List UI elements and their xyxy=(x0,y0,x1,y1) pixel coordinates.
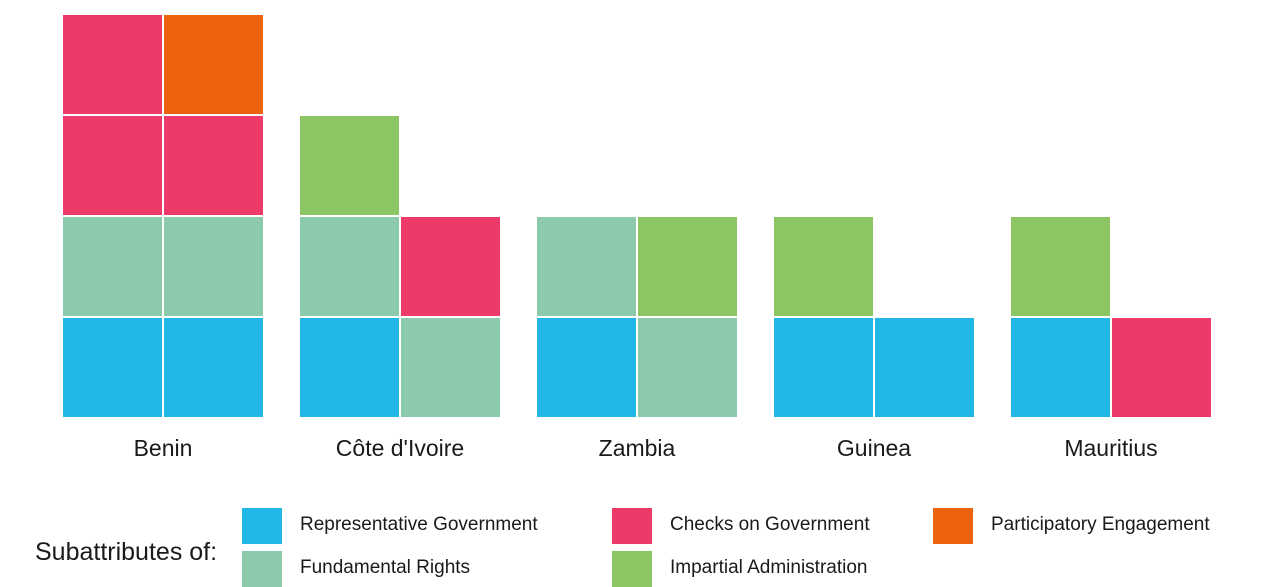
waffle-tile xyxy=(535,215,638,318)
waffle-tile xyxy=(162,13,265,116)
waffle-tile xyxy=(162,114,265,217)
legend-label: Fundamental Rights xyxy=(300,557,471,578)
category-group: Guinea xyxy=(772,215,976,461)
legend-swatch xyxy=(242,551,282,587)
legend: Subattributes of: Representative Governm… xyxy=(0,470,1266,587)
category-label: Zambia xyxy=(599,435,676,461)
legend-label: Participatory Engagement xyxy=(991,514,1210,535)
waffle-tile xyxy=(61,114,164,217)
category-group: Zambia xyxy=(535,215,739,461)
waffle-tile xyxy=(873,316,976,419)
waffle-tile xyxy=(61,215,164,318)
waffle-tile xyxy=(636,215,739,318)
waffle-tile xyxy=(1009,215,1112,318)
category-group: Mauritius xyxy=(1009,215,1213,461)
legend-swatch xyxy=(242,508,282,544)
waffle-tile xyxy=(772,215,875,318)
waffle-tile xyxy=(535,316,638,419)
legend-title: Subattributes of: xyxy=(35,538,218,566)
waffle-tile xyxy=(1009,316,1112,419)
legend-label: Representative Government xyxy=(300,514,538,535)
category-group: Côte d'Ivoire xyxy=(298,114,502,461)
legend-swatch xyxy=(933,508,973,544)
legend-label: Impartial Administration xyxy=(670,557,868,578)
legend-swatch xyxy=(612,508,652,544)
waffle-tile xyxy=(399,316,502,419)
category-label: Benin xyxy=(134,435,193,461)
waffle-tile xyxy=(1110,316,1213,419)
legend-label: Checks on Government xyxy=(670,514,870,535)
category-label: Côte d'Ivoire xyxy=(336,435,464,461)
waffle-tile xyxy=(772,316,875,419)
waffle-tile xyxy=(61,13,164,116)
waffle-tile xyxy=(636,316,739,419)
waffle-tile xyxy=(399,215,502,318)
waffle-chart: Benin Côte d'Ivoire Zambia Guinea Mauritius xyxy=(61,13,1213,461)
waffle-tile xyxy=(162,316,265,419)
waffle-tile xyxy=(61,316,164,419)
category-label: Guinea xyxy=(837,435,911,461)
category-group: Benin xyxy=(61,13,265,461)
legend-swatch xyxy=(612,551,652,587)
waffle-tile xyxy=(298,316,401,419)
waffle-tile xyxy=(298,215,401,318)
waffle-tile xyxy=(162,215,265,318)
category-label: Mauritius xyxy=(1064,435,1157,461)
waffle-tile xyxy=(298,114,401,217)
